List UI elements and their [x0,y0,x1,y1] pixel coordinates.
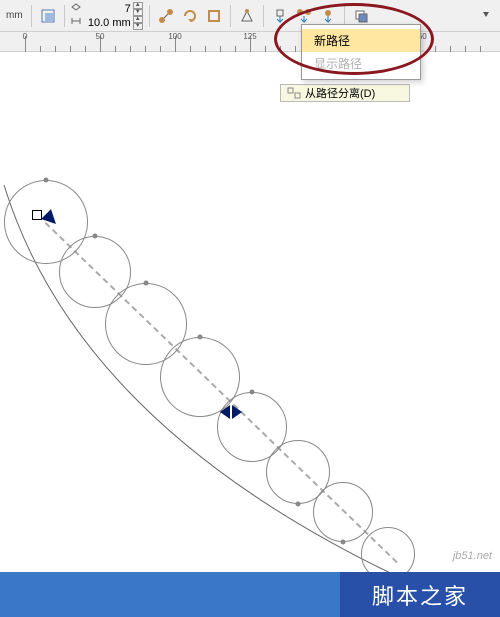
circle-node-handle[interactable] [44,178,49,183]
map-nodes-icon[interactable] [237,6,257,26]
chevron-down-icon[interactable]: ▼ [133,9,143,16]
circle-node-handle[interactable] [250,390,255,395]
circle-node-handle[interactable] [341,540,346,545]
spinner-icon [71,3,81,14]
spacing-icon [71,17,81,28]
drawing-canvas[interactable] [0,52,500,617]
overflow-icon[interactable] [476,6,496,26]
path-properties-icon[interactable] [294,6,314,26]
footer-bar: 脚本之家 [0,572,500,617]
watermark-text: jb51.net [453,550,492,562]
detach-icon [287,87,301,99]
start-object-icon[interactable] [270,6,290,26]
circle-node-handle[interactable] [198,335,203,340]
ruler-label: 100 [168,32,181,41]
unit-label-bottom: m [14,11,22,21]
menu-item-new-path[interactable]: 新路径 [302,29,420,52]
chevron-up-icon[interactable]: ▲ [133,2,143,9]
ruler-label: 0 [23,32,27,41]
separator [64,5,65,27]
unit-label: m m [4,5,25,27]
clockwise-blend-icon[interactable] [180,6,200,26]
spacing-value[interactable]: 10.0 mm [83,18,131,28]
horizontal-ruler[interactable]: 050100125...50160 [0,32,500,52]
blend-steps-spinner: 7 ▲ ▼ 10.0 mm ▲ ▼ [71,2,143,30]
tooltip-text: 从路径分离(D) [305,85,375,101]
separator [263,5,264,27]
circle-node-handle[interactable] [296,502,301,507]
steps-value[interactable]: 7 [83,4,131,14]
menu-item-show-path[interactable]: 显示路径 [302,52,420,75]
direct-blend-icon[interactable] [156,6,176,26]
accelerate-icon[interactable] [204,6,224,26]
unit-label-top: m [6,11,14,21]
ruler-label: 125 [243,32,256,41]
steps-arrows[interactable]: ▲ ▼ [133,2,143,16]
circle-node-handle[interactable] [144,281,149,286]
blend-preset-icon[interactable] [38,6,58,26]
property-toolbar: m m 7 ▲ ▼ 10.0 mm ▲ ▼ [0,0,500,32]
copy-blend-icon[interactable] [351,6,371,26]
circle-node-handle[interactable] [93,234,98,239]
footer-brand: 脚本之家 [340,572,500,617]
chevron-down-icon[interactable]: ▼ [133,23,143,30]
separator [149,5,150,27]
blend-accel-marker-left-icon[interactable] [220,405,230,419]
ruler-label: 50 [96,32,105,41]
footer-left [0,572,340,617]
end-object-icon[interactable] [318,6,338,26]
separator [31,5,32,27]
blend-accel-marker-right-icon[interactable] [232,405,242,419]
spacing-arrows[interactable]: ▲ ▼ [133,16,143,30]
separator [230,5,231,27]
chevron-up-icon[interactable]: ▲ [133,16,143,23]
blend-step-circle[interactable] [313,482,373,542]
path-properties-menu: 新路径 显示路径 [301,24,421,80]
blend-path-curve [0,52,500,617]
status-tooltip: 从路径分离(D) [280,84,410,102]
